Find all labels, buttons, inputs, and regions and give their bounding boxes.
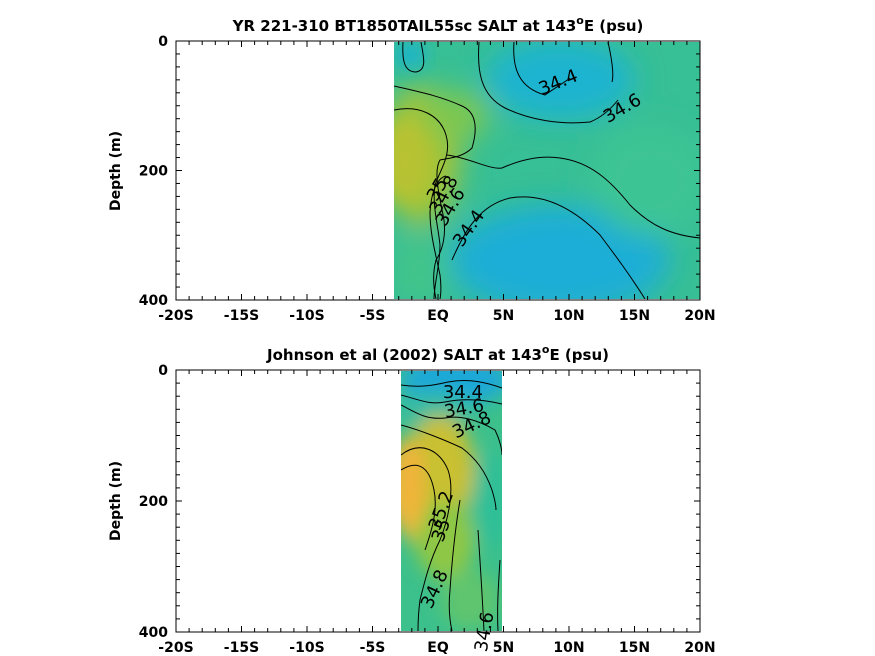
top-y-tick-label: 400 [139,293,168,309]
bottom-x-tick-label: 10N [553,640,584,656]
bottom-x-tick-label: EQ [427,640,449,656]
bottom-x-tick-label: 5N [493,640,514,656]
bottom-x-tick-label: 15N [619,640,650,656]
top-x-tick-label: 20N [684,308,715,324]
panel-top-title: YR 221-310 BT1850TAIL55sc SALT at 143oE … [232,14,644,35]
panel-bottom: Johnson et al (2002) SALT at 143oE (psu) [108,343,716,656]
panel-top-contours [394,42,700,299]
top-x-tick-label: 15N [619,308,650,324]
top-y-tick-label: 200 [139,164,168,180]
top-x-tick-label: 10N [553,308,584,324]
top-x-tick-label: EQ [427,308,449,324]
top-x-tick-label: 5N [493,308,514,324]
panel-bottom-axes: -20S -15S -10S -5S EQ 5N 10N 15N 20N 0 200 400 [139,363,716,656]
top-x-tick-label: -20S [158,308,193,324]
panel-bottom-contours [401,380,502,631]
top-x-tick-label: -10S [289,308,324,324]
top-x-tick-label: -5S [360,308,386,324]
panel-bottom-ylabel: Depth (m) [108,461,124,541]
panel-bottom-field [401,371,502,631]
bottom-y-tick-label: 200 [139,494,168,510]
bottom-contour-label: 34.4 [443,382,483,403]
panel-bottom-title: Johnson et al (2002) SALT at 143oE (psu) [266,343,609,364]
bottom-x-tick-label: -10S [289,640,324,656]
top-y-tick-label: 0 [158,34,168,50]
bottom-y-tick-label: 0 [158,363,168,379]
bottom-x-tick-label: -5S [360,640,386,656]
bottom-x-tick-label: 20N [684,640,715,656]
panel-top-ylabel: Depth (m) [108,131,124,211]
top-x-tick-label: -15S [224,308,259,324]
panel-top: YR 221-310 BT1850TAIL55sc SALT at 143oE … [108,14,716,324]
bottom-y-tick-label: 400 [139,625,168,641]
panel-top-field [394,42,700,299]
panel-top-axes: -20S -15S -10S -5S EQ 5N 10N 15N 20N 0 200 400 [139,34,716,324]
bottom-x-tick-label: -20S [158,640,193,656]
bottom-x-tick-label: -15S [224,640,259,656]
